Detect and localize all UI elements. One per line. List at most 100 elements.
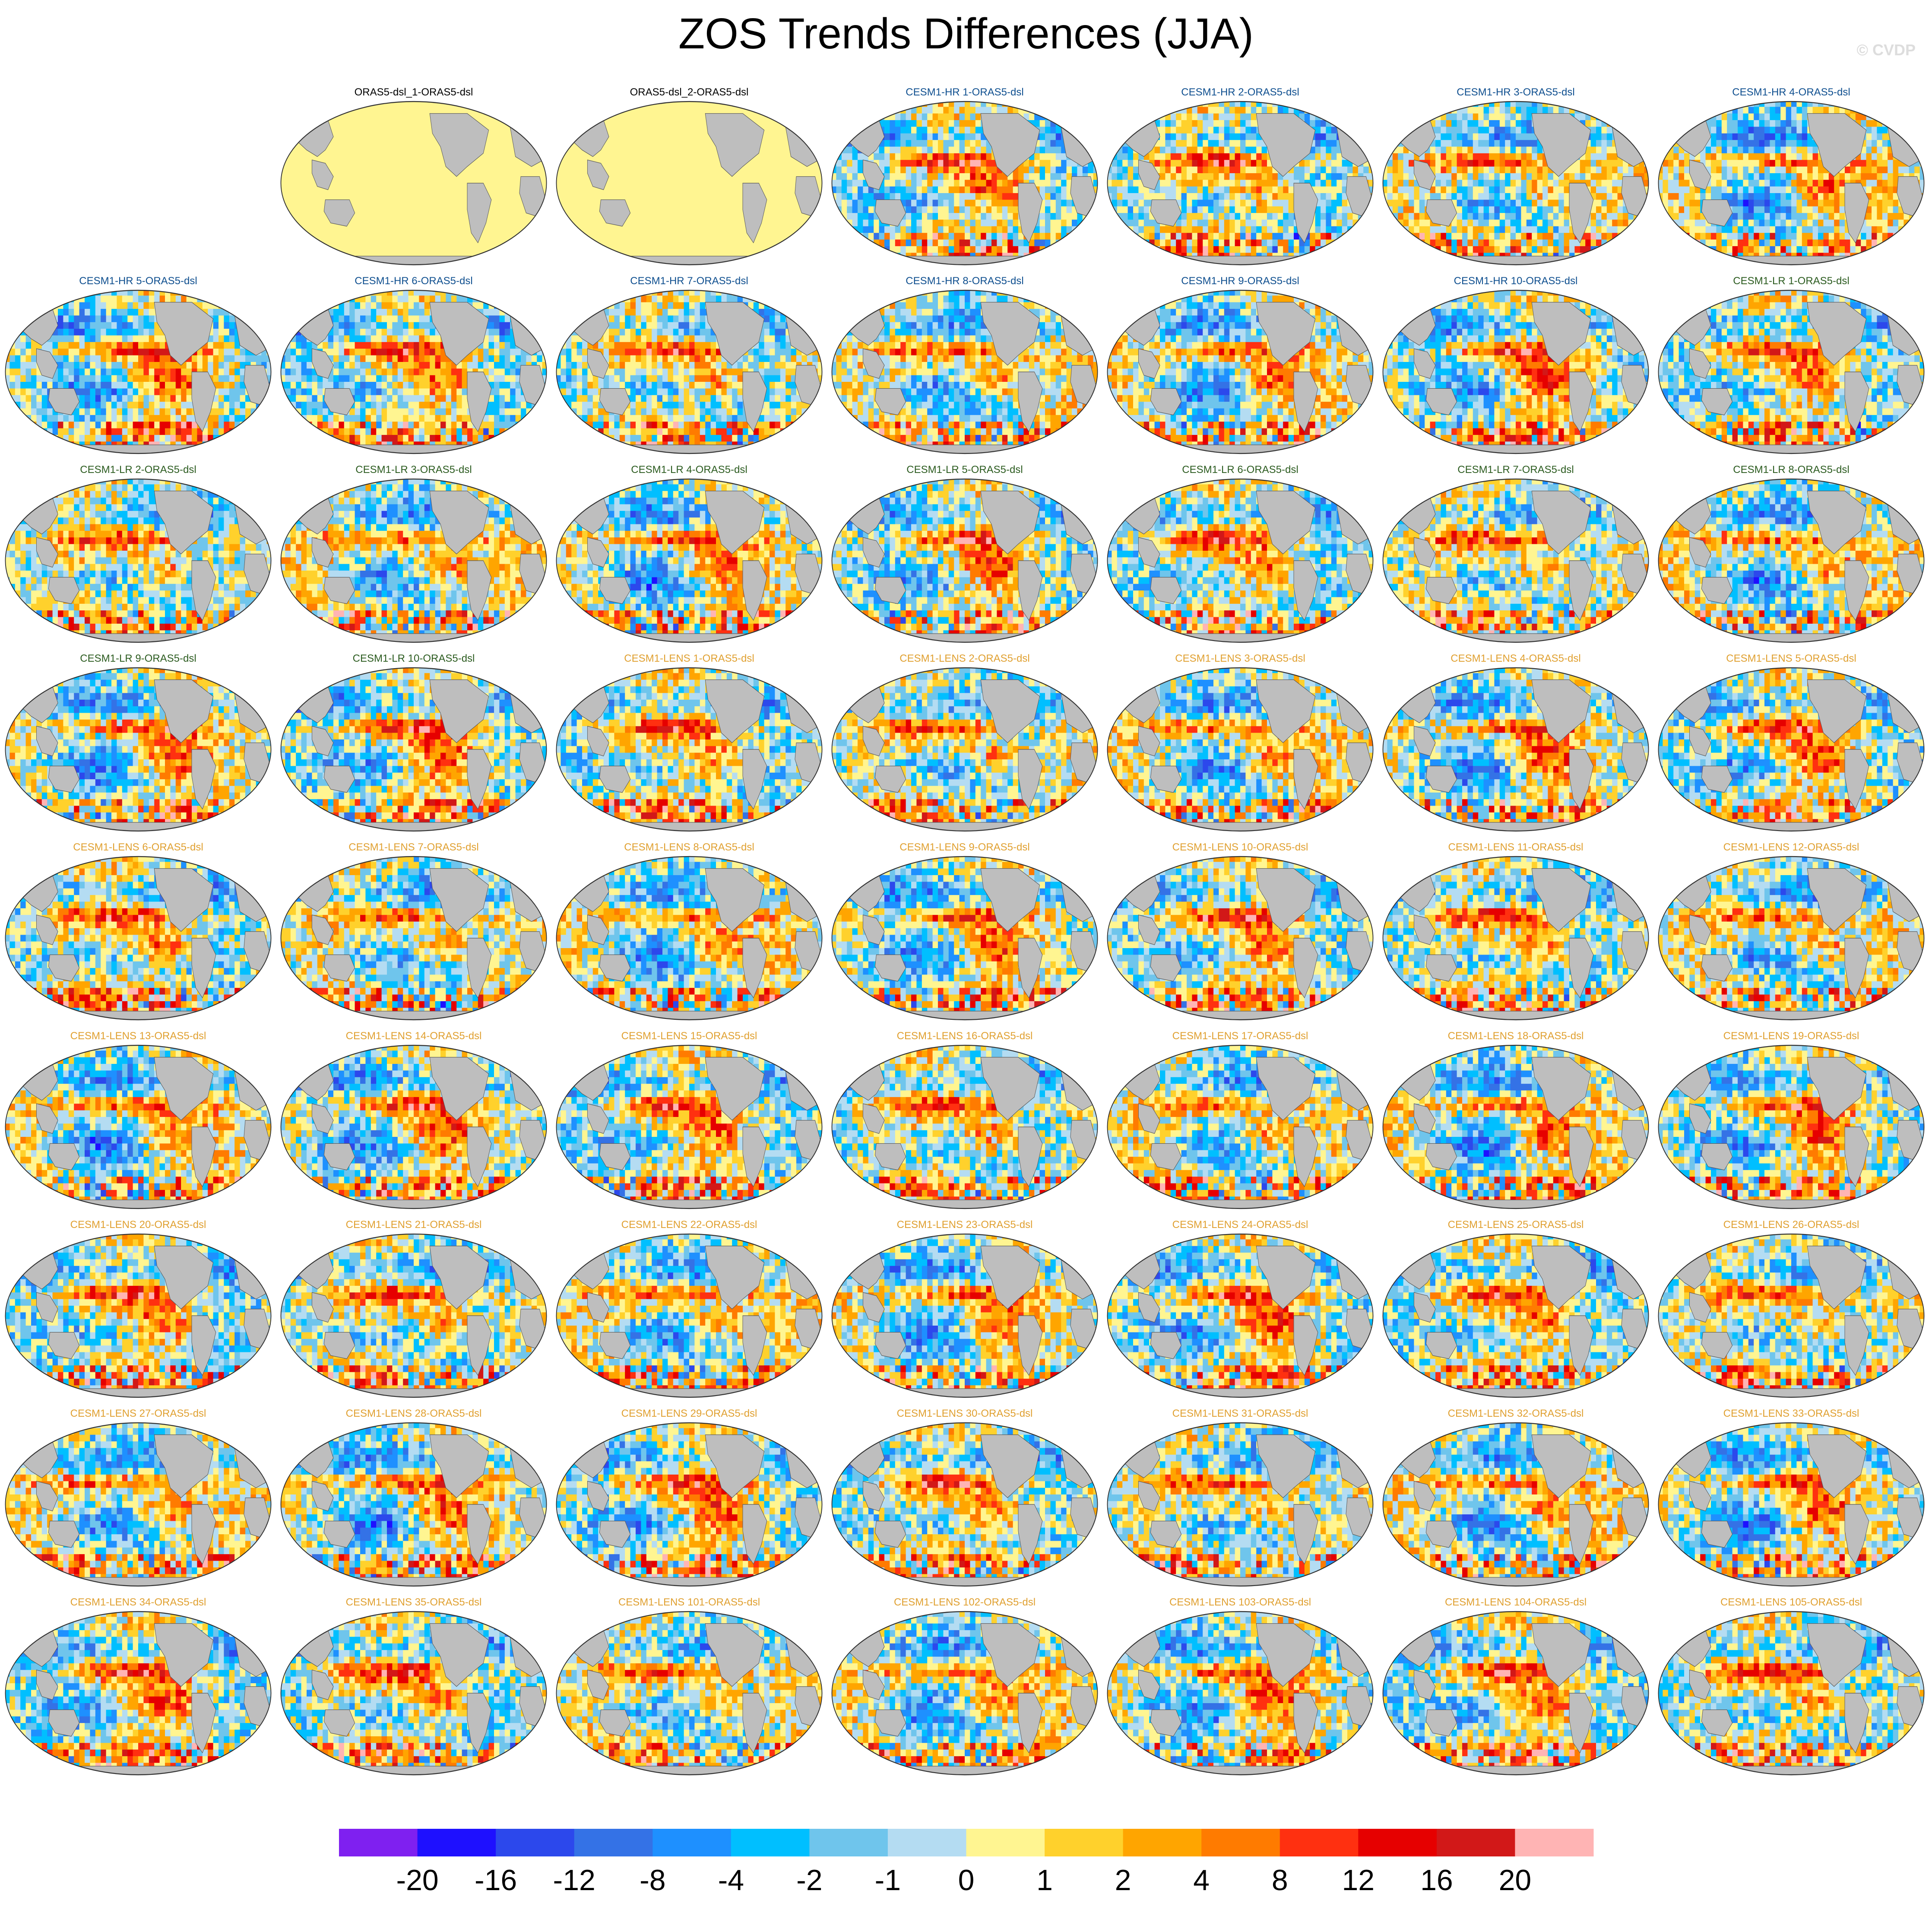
map-plot — [1382, 1044, 1650, 1210]
map-panel: CESM1-HR 7-ORAS5-dsl — [551, 275, 827, 457]
map-plot — [831, 100, 1099, 266]
map-panel: CESM1-LENS 6-ORAS5-dsl — [0, 841, 276, 1023]
panel-title: CESM1-HR 8-ORAS5-dsl — [827, 275, 1103, 287]
map-plot — [1382, 855, 1650, 1021]
colorbar-label: 4 — [1193, 1864, 1210, 1897]
colorbar-label: -8 — [640, 1864, 665, 1897]
colorbar-label: 8 — [1272, 1864, 1288, 1897]
panel-title: CESM1-LENS 14-ORAS5-dsl — [276, 1030, 552, 1042]
map-plot — [1106, 855, 1374, 1021]
map-plot — [1106, 1233, 1374, 1399]
map-panel-grid: ORAS5-dsl_1-ORAS5-dsl ORAS5-dsl_2-ORAS5-d… — [0, 0, 1932, 1814]
map-plot — [1657, 1610, 1925, 1776]
map-plot — [555, 289, 823, 455]
panel-title: CESM1-LENS 15-ORAS5-dsl — [551, 1030, 827, 1042]
panel-title: CESM1-LR 9-ORAS5-dsl — [0, 653, 276, 665]
map-panel: CESM1-HR 4-ORAS5-dsl — [1653, 86, 1929, 268]
map-panel: CESM1-LENS 7-ORAS5-dsl — [276, 841, 552, 1023]
map-panel: CESM1-LENS 13-ORAS5-dsl — [0, 1030, 276, 1212]
map-plot — [4, 1610, 272, 1776]
map-panel: CESM1-LENS 28-ORAS5-dsl — [276, 1408, 552, 1589]
panel-title: CESM1-LENS 25-ORAS5-dsl — [1378, 1219, 1654, 1231]
panel-title: CESM1-LENS 6-ORAS5-dsl — [0, 841, 276, 853]
panel-title: CESM1-LENS 8-ORAS5-dsl — [551, 841, 827, 853]
colorbar-label: 12 — [1342, 1864, 1375, 1897]
map-panel: CESM1-HR 3-ORAS5-dsl — [1378, 86, 1654, 268]
panel-title: CESM1-LENS 103-ORAS5-dsl — [1102, 1596, 1378, 1609]
map-plot — [280, 100, 548, 266]
map-panel: CESM1-LR 8-ORAS5-dsl — [1653, 464, 1929, 645]
map-plot — [1657, 855, 1925, 1021]
map-plot — [1382, 1233, 1650, 1399]
map-plot — [555, 855, 823, 1021]
map-panel: CESM1-LENS 104-ORAS5-dsl — [1378, 1596, 1654, 1778]
colorbar-label: 16 — [1420, 1864, 1453, 1897]
map-panel: CESM1-LENS 25-ORAS5-dsl — [1378, 1219, 1654, 1400]
colorbar-label: 2 — [1115, 1864, 1131, 1897]
colorbar-swatch — [574, 1829, 653, 1856]
map-panel: CESM1-LENS 4-ORAS5-dsl — [1378, 653, 1654, 834]
panel-title: CESM1-LENS 19-ORAS5-dsl — [1653, 1030, 1929, 1042]
panel-title: CESM1-LENS 21-ORAS5-dsl — [276, 1219, 552, 1231]
map-panel: CESM1-LENS 103-ORAS5-dsl — [1102, 1596, 1378, 1778]
panel-title: CESM1-LENS 30-ORAS5-dsl — [827, 1408, 1103, 1420]
map-panel: ORAS5-dsl_1-ORAS5-dsl — [276, 86, 552, 268]
panel-title: CESM1-LENS 20-ORAS5-dsl — [0, 1219, 276, 1231]
map-plot — [1657, 1233, 1925, 1399]
map-panel: CESM1-LENS 5-ORAS5-dsl — [1653, 653, 1929, 834]
map-panel: CESM1-LENS 102-ORAS5-dsl — [827, 1596, 1103, 1778]
colorbar-swatch — [1123, 1829, 1202, 1856]
map-panel: CESM1-LR 9-ORAS5-dsl — [0, 653, 276, 834]
panel-title: CESM1-HR 3-ORAS5-dsl — [1378, 86, 1654, 98]
map-panel: CESM1-LENS 34-ORAS5-dsl — [0, 1596, 276, 1778]
colorbar-swatch — [1280, 1829, 1359, 1856]
map-panel: CESM1-LENS 23-ORAS5-dsl — [827, 1219, 1103, 1400]
panel-title: CESM1-LR 3-ORAS5-dsl — [276, 464, 552, 476]
map-panel: CESM1-LENS 10-ORAS5-dsl — [1102, 841, 1378, 1023]
map-panel: CESM1-LENS 12-ORAS5-dsl — [1653, 841, 1929, 1023]
map-panel: CESM1-LENS 101-ORAS5-dsl — [551, 1596, 827, 1778]
map-panel: ORAS5-dsl_2-ORAS5-dsl — [551, 86, 827, 268]
map-plot — [280, 478, 548, 644]
map-panel: CESM1-LENS 22-ORAS5-dsl — [551, 1219, 827, 1400]
map-plot — [1106, 1610, 1374, 1776]
colorbar-swatch — [809, 1829, 888, 1856]
colorbar: -20 -16 -12 -8 -4 -2 -1 0 1 2 4 8 12 16 20 — [0, 1827, 1932, 1909]
panel-title: CESM1-LENS 28-ORAS5-dsl — [276, 1408, 552, 1420]
map-plot — [831, 289, 1099, 455]
colorbar-swatch — [1358, 1829, 1437, 1856]
map-panel: CESM1-LENS 20-ORAS5-dsl — [0, 1219, 276, 1400]
map-panel: CESM1-LENS 27-ORAS5-dsl — [0, 1408, 276, 1589]
map-plot — [1657, 666, 1925, 832]
panel-title: CESM1-LENS 101-ORAS5-dsl — [551, 1596, 827, 1609]
colorbar-label: -1 — [875, 1864, 901, 1897]
map-plot — [831, 666, 1099, 832]
map-plot — [1657, 1421, 1925, 1587]
map-plot — [4, 855, 272, 1021]
map-plot — [1106, 666, 1374, 832]
panel-title: CESM1-LENS 18-ORAS5-dsl — [1378, 1030, 1654, 1042]
map-panel: CESM1-LENS 17-ORAS5-dsl — [1102, 1030, 1378, 1212]
panel-title: CESM1-LENS 17-ORAS5-dsl — [1102, 1030, 1378, 1042]
map-panel: CESM1-LENS 29-ORAS5-dsl — [551, 1408, 827, 1589]
panel-title: CESM1-HR 7-ORAS5-dsl — [551, 275, 827, 287]
colorbar-label: 20 — [1499, 1864, 1532, 1897]
map-plot — [1382, 1610, 1650, 1776]
panel-title: CESM1-LENS 33-ORAS5-dsl — [1653, 1408, 1929, 1420]
map-plot — [1382, 1421, 1650, 1587]
map-panel: CESM1-LR 4-ORAS5-dsl — [551, 464, 827, 645]
map-panel: CESM1-LENS 21-ORAS5-dsl — [276, 1219, 552, 1400]
map-panel: CESM1-LENS 14-ORAS5-dsl — [276, 1030, 552, 1212]
colorbar-label: -20 — [396, 1864, 438, 1897]
map-panel: CESM1-LR 3-ORAS5-dsl — [276, 464, 552, 645]
panel-title: CESM1-LENS 105-ORAS5-dsl — [1653, 1596, 1929, 1609]
panel-title: CESM1-LENS 16-ORAS5-dsl — [827, 1030, 1103, 1042]
colorbar-swatch — [1201, 1829, 1280, 1856]
map-panel: CESM1-LENS 15-ORAS5-dsl — [551, 1030, 827, 1212]
map-plot — [280, 289, 548, 455]
panel-title: CESM1-LENS 29-ORAS5-dsl — [551, 1408, 827, 1420]
colorbar-swatch — [1515, 1829, 1593, 1856]
panel-title: CESM1-LENS 1-ORAS5-dsl — [551, 653, 827, 665]
map-plot — [555, 1610, 823, 1776]
map-panel: CESM1-LENS 24-ORAS5-dsl — [1102, 1219, 1378, 1400]
